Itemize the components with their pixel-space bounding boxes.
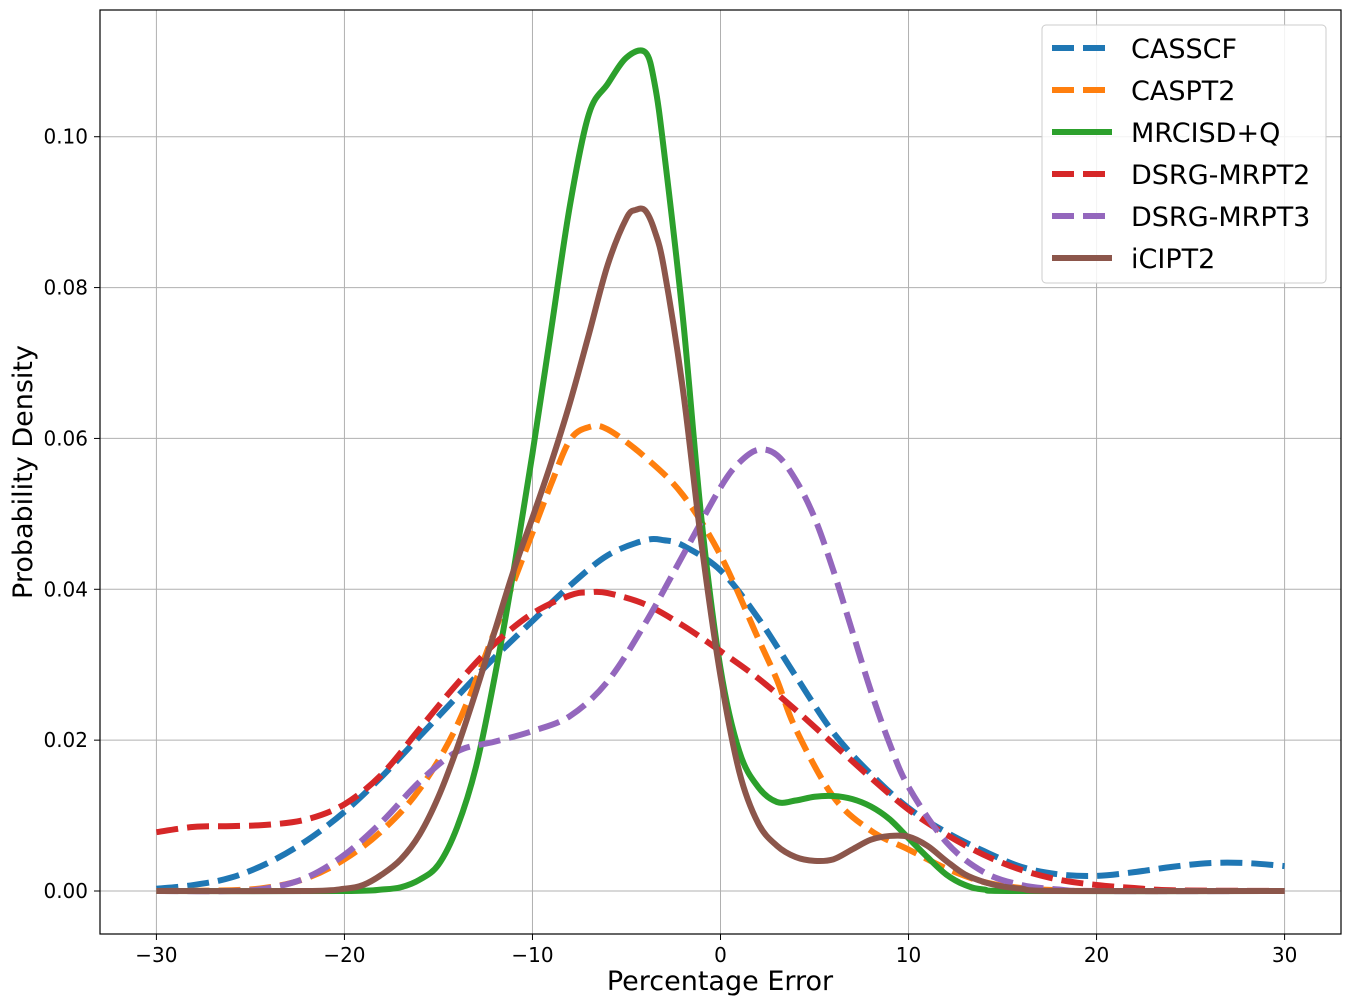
x-tick-label: −10: [511, 943, 553, 967]
legend-label: CASPT2: [1131, 76, 1235, 107]
legend-label: DSRG-MRPT2: [1131, 160, 1310, 191]
x-tick-label: 30: [1272, 943, 1297, 967]
y-axis-label: Probability Density: [8, 345, 39, 599]
x-tick-label: −30: [135, 943, 177, 967]
legend: CASSCF CASPT2 MRCISD+Q DSRG-MRPT2 DSRG-MRPT3…: [1041, 24, 1327, 284]
x-tick-label: 0: [714, 943, 727, 967]
legend-label: MRCISD+Q: [1131, 118, 1280, 149]
y-tick-label: 0.04: [43, 577, 88, 601]
y-tick-label: 0.02: [43, 728, 88, 752]
x-axis-label: Percentage Error: [607, 966, 834, 997]
legend-box: [1041, 24, 1327, 284]
y-tick-label: 0.06: [43, 426, 88, 450]
series-line-dsrg-mrpt2: [155, 588, 1285, 895]
x-tick-label: 20: [1084, 943, 1109, 967]
legend-label: CASSCF: [1131, 34, 1237, 65]
y-tick-label: 0.00: [43, 879, 88, 903]
x-tick-label: −20: [323, 943, 365, 967]
axis-ticks: −30 −20 −10 0 10 20 30 0.00 0.02 0.04 0.06 0.08 0.10: [43, 125, 1297, 967]
series-line-dsrg-mrpt3: [156, 446, 1285, 895]
x-tick-label: 10: [896, 943, 921, 967]
y-tick-label: 0.10: [43, 125, 88, 149]
series-line-icipt2: [156, 205, 1285, 895]
series-lines: [155, 47, 1285, 895]
y-tick-label: 0.08: [43, 276, 88, 300]
legend-label: DSRG-MRPT3: [1131, 202, 1310, 233]
legend-label: iCIPT2: [1131, 244, 1215, 275]
